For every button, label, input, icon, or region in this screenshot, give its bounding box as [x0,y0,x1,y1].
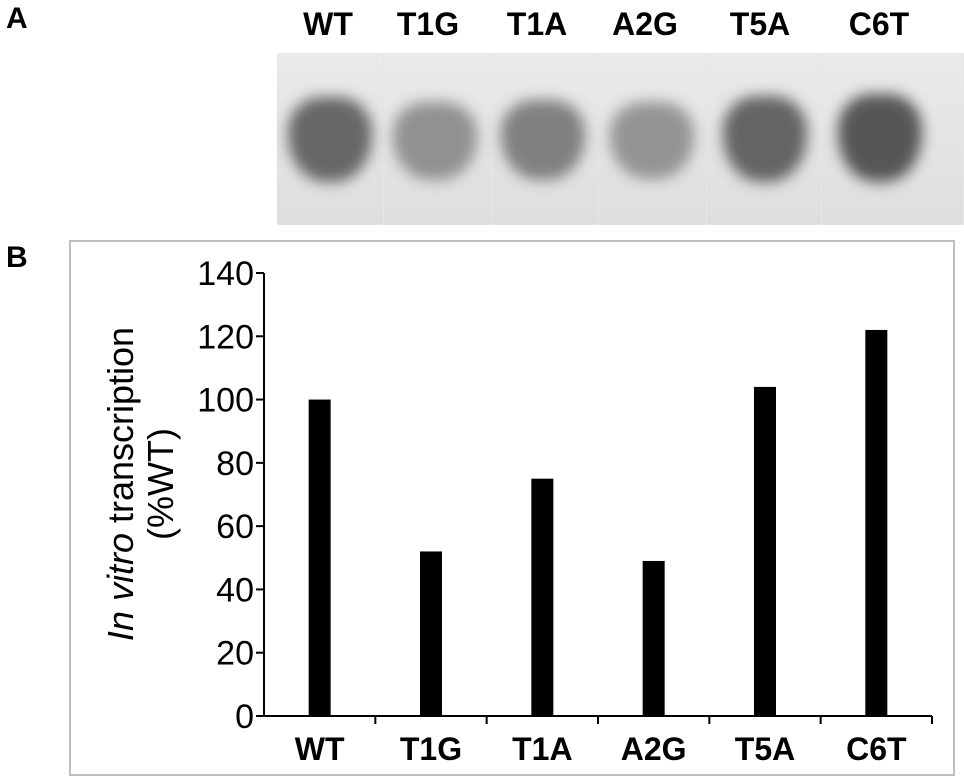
panel-label-b: B [6,241,28,274]
x-tick-label-c6t: C6T [846,731,907,767]
y-tick-label: 80 [216,445,254,483]
gel-lane-label-c6t: C6T [848,6,910,42]
x-tick-label-a2g: A2G [621,731,687,767]
gel-band-t5a [723,96,807,182]
y-tick-label: 100 [197,382,254,420]
x-tick-label-t5a: T5A [735,731,795,767]
gel-image [277,53,964,225]
gel-band-c6t [838,94,922,183]
gel-band-a2g [610,102,694,180]
chart-axes [256,272,933,724]
y-tick-label: 120 [197,318,254,356]
bar-t1g [420,551,442,716]
y-axis-title-rest: transcription [100,327,141,533]
y-axis-title-line1: In vitro transcription [100,327,141,641]
bar-wt [308,399,331,716]
y-axis-title-line2: (%WT) [140,428,181,540]
gel-band-wt [288,96,372,182]
gel-lane-label-t1g: T1G [396,6,460,42]
chart-bars [308,329,888,716]
panel-label-a: A [6,2,28,35]
y-axis-title-italic: In vitro [100,533,141,641]
gel-lane-label-a2g: A2G [612,6,678,42]
y-tick-label: 20 [216,635,254,673]
gel-lane-label-t5a: T5A [729,6,791,42]
bar-a2g [642,560,665,716]
x-tick-label-t1a: T1A [512,731,572,767]
bar-c6t [865,329,888,716]
gel-lane-label-t1a: T1A [506,6,568,42]
y-tick-labels: 0 20 40 60 80 100 120 140 [197,255,254,736]
y-tick-label: 140 [197,255,254,293]
bar-t1a [531,478,554,716]
y-tick-label: 60 [216,508,254,546]
gel-band-t1g [393,102,477,180]
x-tick-labels: WT T1G T1A A2G T5A C6T [295,731,907,767]
y-axis-title: In vitro transcription (%WT) [100,327,181,641]
y-tick-label: 0 [235,698,254,736]
bar-t5a [754,386,776,716]
x-tick-label-t1g: T1G [400,731,462,767]
gel-band-t1a [501,99,585,181]
gel-lane-label-wt: WT [303,6,353,42]
x-tick-label-wt: WT [295,731,345,767]
chart-frame [69,240,955,776]
y-tick-label: 40 [216,571,254,609]
